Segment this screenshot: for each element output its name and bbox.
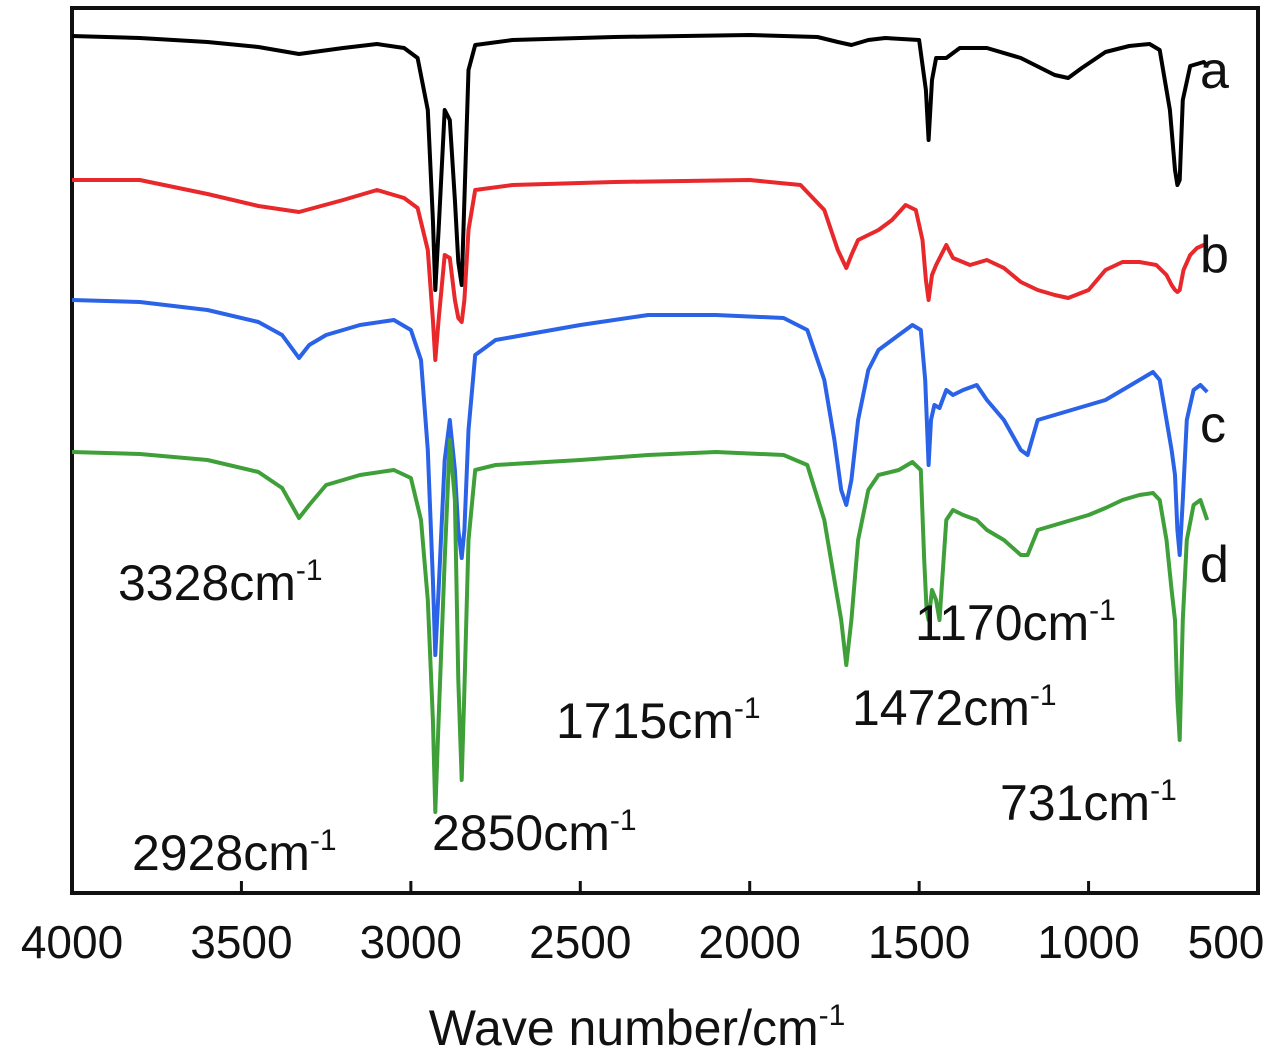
annotation-2928: 2928cm-1 xyxy=(132,824,337,881)
series-line-b xyxy=(72,178,1209,362)
x-axis-title: Wave number/cm-1 xyxy=(429,999,846,1054)
x-axis-ticks: 4000 3500 3000 2500 2000 1500 1000 500 xyxy=(21,881,1265,968)
annotation-3328: 3328cm-1 xyxy=(118,554,323,611)
series-label-a: a xyxy=(1200,42,1229,100)
series-label-c: c xyxy=(1200,396,1226,454)
x-tick-label-3500: 3500 xyxy=(190,916,292,968)
series-label-d: d xyxy=(1200,536,1229,594)
series-layer xyxy=(71,33,1210,814)
x-tick-label-500: 500 xyxy=(1188,916,1265,968)
x-tick-label-1500: 1500 xyxy=(868,916,970,968)
x-tick-label-2500: 2500 xyxy=(529,916,631,968)
annotation-731: 731cm-1 xyxy=(1000,774,1177,831)
annotation-1170: 1170cm-1 xyxy=(915,594,1116,651)
annotation-1715: 1715cm-1 xyxy=(556,692,761,749)
series-line-a xyxy=(71,33,1209,292)
x-tick-label-3000: 3000 xyxy=(360,916,462,968)
x-tick-label-1000: 1000 xyxy=(1037,916,1139,968)
annotation-2850: 2850cm-1 xyxy=(432,804,637,861)
plot-frame xyxy=(70,6,1260,895)
annotation-1472: 1472cm-1 xyxy=(852,679,1057,736)
series-line-d xyxy=(71,438,1210,814)
x-tick-label-2000: 2000 xyxy=(699,916,801,968)
series-line-c xyxy=(71,298,1209,657)
x-tick-label-4000: 4000 xyxy=(21,916,123,968)
series-label-b: b xyxy=(1200,226,1229,284)
